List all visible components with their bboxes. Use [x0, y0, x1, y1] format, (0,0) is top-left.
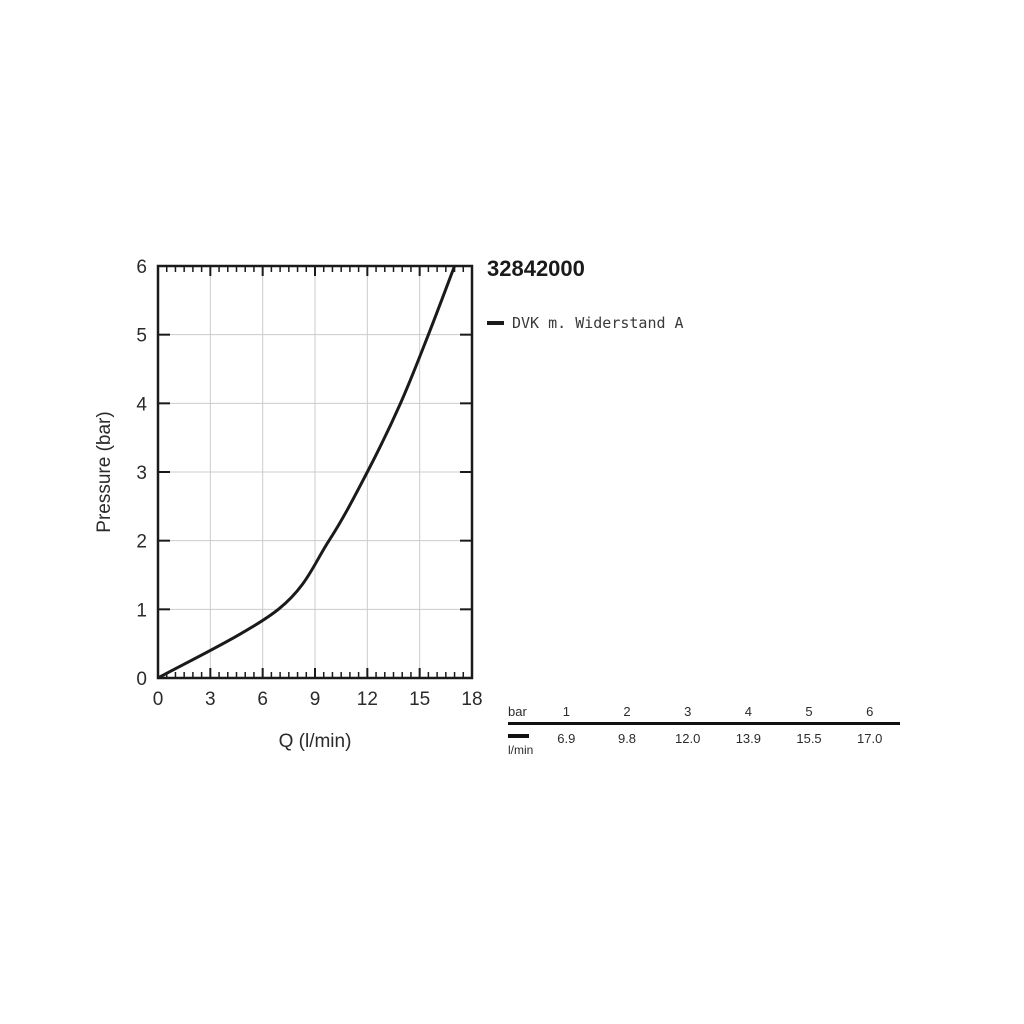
y-tick-label: 4 [136, 394, 147, 415]
y-tick-label: 1 [136, 600, 147, 621]
table-value-cell: 12.0 [675, 731, 701, 746]
table-header-label: bar [508, 704, 527, 719]
table-value-cell: 17.0 [857, 731, 883, 746]
x-tick-label: 0 [153, 689, 164, 710]
table-header-cell: 3 [684, 704, 692, 719]
table-header-rule [508, 722, 900, 725]
legend: DVK m. Widerstand A [487, 314, 684, 332]
y-tick-label: 0 [136, 669, 147, 690]
flow-table-header-row: bar 1 2 3 4 5 6 [508, 704, 900, 722]
table-value-cell: 6.9 [557, 731, 576, 746]
flow-table-value-row: l/min 6.9 9.8 12.0 13.9 15.5 17.0 [508, 725, 900, 757]
x-tick-label: 18 [461, 689, 482, 710]
table-row-label-cell: l/min [508, 725, 536, 757]
x-tick-label: 9 [310, 689, 321, 710]
y-axis-title: Pressure (bar) [94, 411, 115, 533]
table-header-cell: 6 [866, 704, 874, 719]
table-header-cell: 2 [623, 704, 631, 719]
table-header-cell: 4 [744, 704, 752, 719]
x-tick-label: 6 [257, 689, 268, 710]
chart-title: 32842000 [487, 256, 585, 281]
table-row-unit: l/min [508, 743, 534, 757]
plot-border [156, 264, 474, 680]
series-line-marker-icon [508, 734, 529, 738]
legend-line-marker-icon [487, 321, 504, 325]
x-tick-label: 15 [409, 689, 430, 710]
table-header-cell: 1 [562, 704, 570, 719]
y-tick-label: 2 [136, 532, 147, 553]
x-tick-label: 3 [205, 689, 216, 710]
table-value-cell: 13.9 [735, 731, 761, 746]
table-value-cell: 15.5 [796, 731, 822, 746]
y-tick-label: 3 [136, 463, 147, 484]
flow-table: bar 1 2 3 4 5 6 l/min 6.9 9.8 12.0 13.9 15.5 17.0 [508, 704, 900, 757]
x-tick-label: 12 [357, 689, 378, 710]
series-curve [157, 265, 456, 680]
y-tick-label: 5 [136, 326, 147, 347]
table-value-cell: 9.8 [617, 731, 637, 746]
legend-label: DVK m. Widerstand A [512, 314, 684, 332]
x-axis-title: Q (l/min) [278, 731, 352, 752]
table-header-cell: 5 [805, 704, 813, 719]
y-tick-label: 6 [136, 257, 147, 278]
